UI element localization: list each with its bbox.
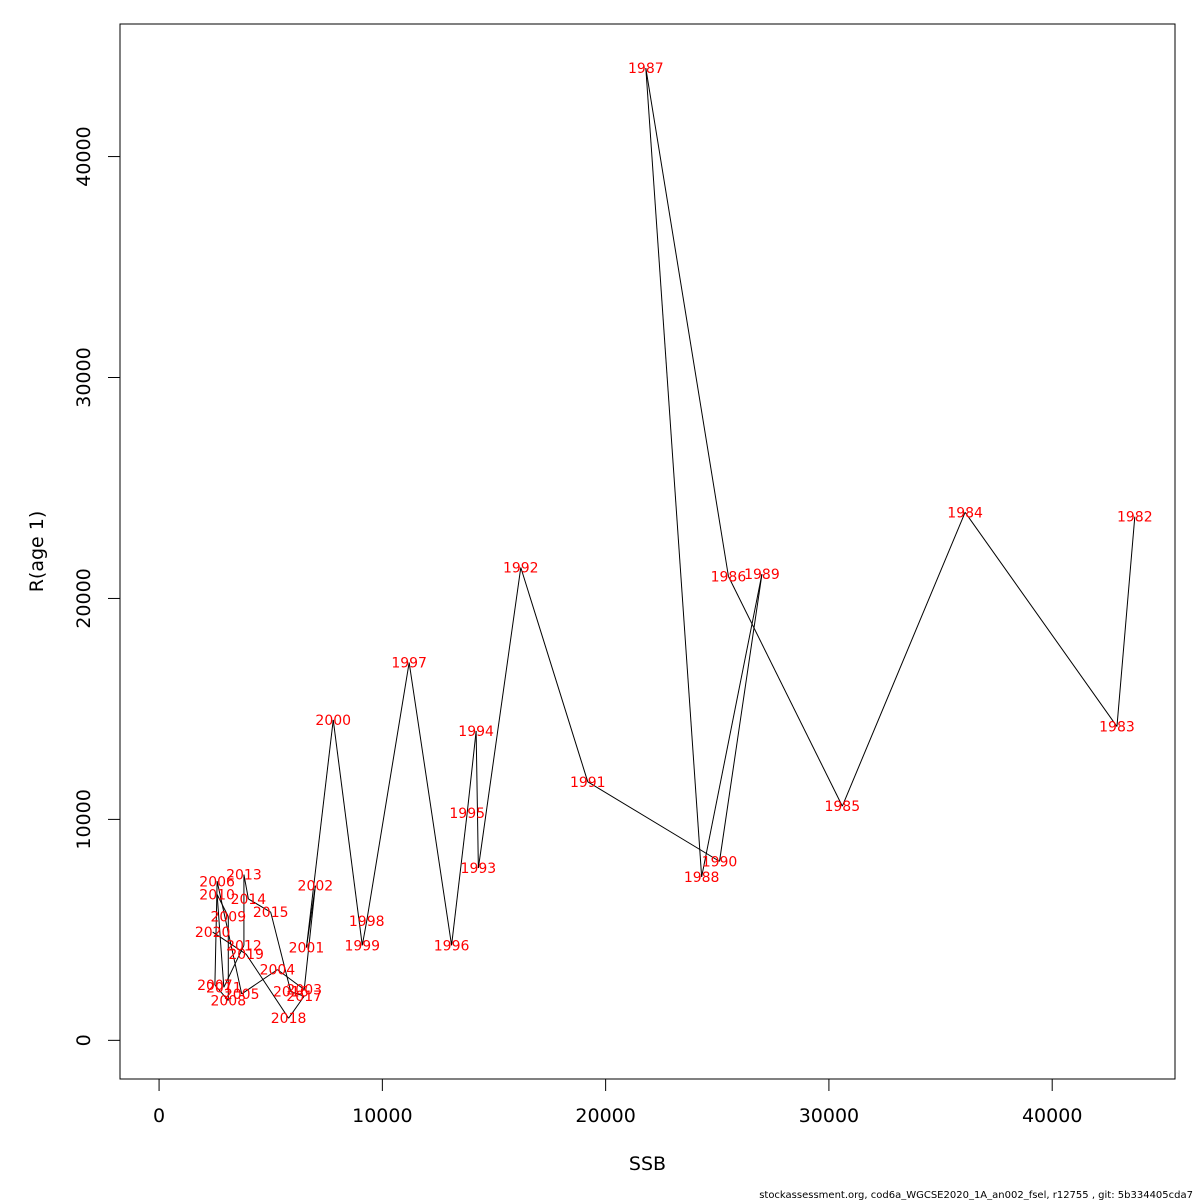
point-label-1999: 1999: [344, 938, 380, 954]
point-label-2012: 2012: [226, 938, 262, 954]
series-segment: [719, 574, 763, 862]
point-label-1987: 1987: [628, 61, 664, 77]
point-label-1990: 1990: [702, 854, 738, 870]
point-label-2002: 2002: [298, 879, 334, 895]
series-segment: [212, 931, 247, 955]
series-segment: [477, 567, 522, 869]
point-label-2000: 2000: [315, 713, 351, 729]
series-segment: [645, 68, 729, 577]
series-segment: [214, 881, 218, 986]
point-label-1997: 1997: [391, 656, 427, 672]
y-tick-label: 20000: [73, 568, 95, 628]
point-label-2016: 2016: [273, 985, 309, 1001]
series-segment: [241, 969, 278, 995]
x-axis: 0 10000 20000 30000 40000: [153, 1078, 1082, 1127]
series-segment: [303, 885, 316, 990]
series-segment: [475, 731, 479, 869]
point-label-2020: 2020: [195, 925, 231, 941]
x-tick-label: 10000: [352, 1105, 412, 1127]
point-label-2019: 2019: [228, 947, 264, 963]
series-segment: [243, 874, 249, 900]
point-label-1994: 1994: [458, 724, 494, 740]
point-label-2014: 2014: [231, 892, 267, 908]
series-segment: [1116, 516, 1136, 727]
series-segment: [245, 953, 289, 1019]
y-axis: 0 10000 20000 30000 40000: [73, 126, 121, 1046]
x-tick-label: 20000: [575, 1105, 635, 1127]
series-segment: [290, 991, 305, 997]
point-label-1986: 1986: [711, 569, 747, 585]
x-tick-label: 30000: [799, 1105, 859, 1127]
series-segment: [361, 920, 368, 946]
series-segment: [466, 730, 477, 813]
series-segment: [270, 912, 292, 992]
series-segment: [216, 894, 225, 988]
point-label-2010: 2010: [199, 888, 235, 904]
series-segment: [216, 894, 229, 917]
x-tick-label: 40000: [1022, 1105, 1082, 1127]
series-segment: [223, 945, 245, 988]
point-label-1998: 1998: [349, 914, 385, 930]
series-segment: [248, 898, 271, 913]
series-segment: [366, 662, 410, 922]
series-segment: [964, 511, 1118, 727]
series-segment: [701, 574, 763, 877]
point-label-2007: 2007: [197, 978, 233, 994]
y-tick-label: 10000: [73, 789, 95, 849]
point-labels: 1982 1983 1984 1985 1986 1987 1988 1989 1990 1991…: [195, 61, 1153, 1027]
y-tick-label: 40000: [73, 126, 95, 186]
point-label-2008: 2008: [210, 994, 246, 1010]
point-label-2006: 2006: [199, 874, 235, 890]
series-segment: [408, 662, 453, 946]
point-label-2009: 2009: [210, 910, 246, 926]
y-axis-title: R(age 1): [26, 511, 48, 593]
point-label-1982: 1982: [1117, 510, 1153, 526]
point-label-1984: 1984: [947, 505, 983, 521]
point-label-1985: 1985: [824, 799, 860, 815]
point-label-1988: 1988: [684, 870, 720, 886]
point-label-2013: 2013: [226, 868, 262, 884]
series-segment: [645, 68, 703, 877]
series-segment: [332, 719, 363, 946]
series-segment: [727, 576, 843, 807]
series-segment: [520, 567, 589, 782]
point-label-1996: 1996: [434, 938, 470, 954]
point-label-2017: 2017: [286, 989, 322, 1005]
point-label-1995: 1995: [449, 806, 485, 822]
point-label-2005: 2005: [224, 987, 260, 1003]
point-label-1989: 1989: [744, 567, 780, 583]
series-line: [212, 68, 1136, 1019]
series-segment: [288, 995, 305, 1019]
point-label-1983: 1983: [1099, 720, 1135, 736]
footer-text: stockassessment.org, cod6a_WGCSE2020_1A_…: [759, 1190, 1193, 1200]
series-segment: [216, 881, 243, 995]
series-segment: [214, 984, 229, 1001]
series-segment: [305, 719, 334, 948]
point-label-2003: 2003: [286, 983, 322, 999]
series-segment: [587, 781, 720, 862]
series-segment: [277, 969, 305, 990]
series-segment: [451, 812, 468, 946]
y-tick-label: 0: [73, 1034, 95, 1046]
point-label-1991: 1991: [570, 775, 606, 791]
point-label-2018: 2018: [271, 1011, 307, 1027]
point-label-2015: 2015: [253, 905, 289, 921]
point-label-1992: 1992: [503, 561, 539, 577]
x-tick-label: 0: [153, 1105, 165, 1127]
point-label-1993: 1993: [461, 861, 497, 877]
point-label-2004: 2004: [260, 963, 296, 979]
series-segment: [841, 512, 966, 807]
y-tick-label: 30000: [73, 347, 95, 407]
point-label-2001: 2001: [289, 941, 325, 957]
point-label-2011: 2011: [206, 980, 242, 996]
x-axis-title: SSB: [629, 1153, 666, 1175]
